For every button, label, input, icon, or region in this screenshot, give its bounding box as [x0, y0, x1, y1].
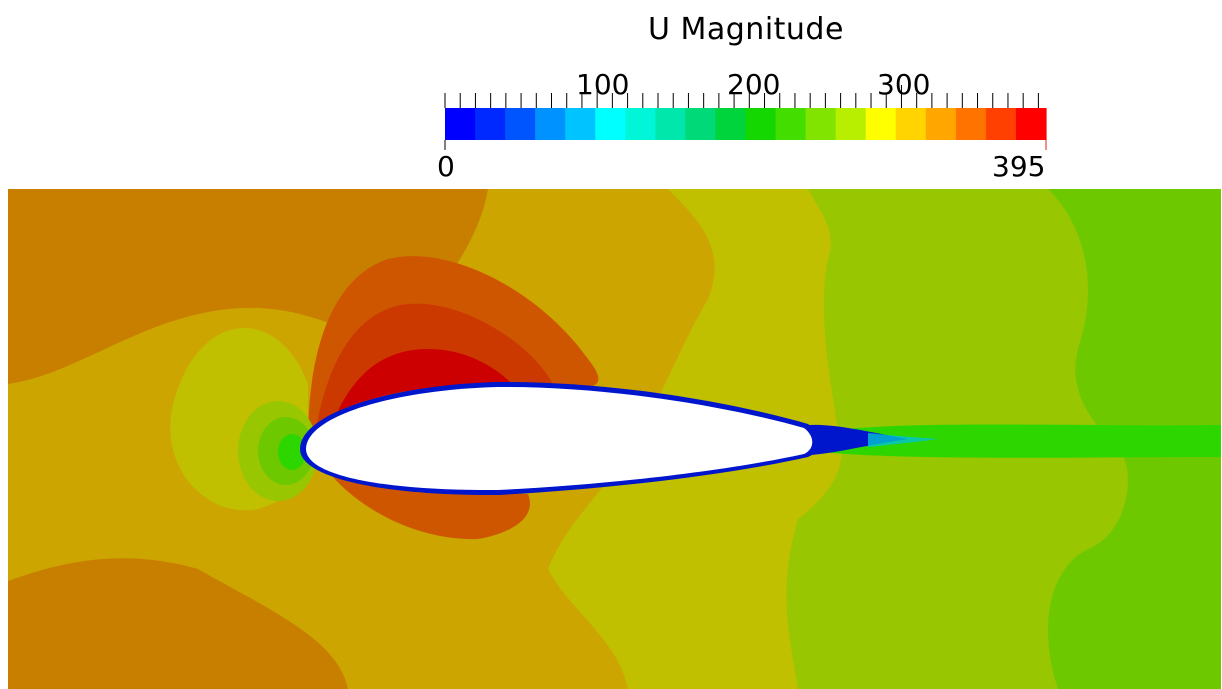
legend-color-segment [595, 108, 626, 140]
legend-color-segment [535, 108, 566, 140]
legend-color-segment [625, 108, 656, 140]
legend-color-segment [895, 108, 927, 140]
legend-color-segment [505, 108, 536, 140]
legend-color-segment [1015, 108, 1047, 140]
legend-color-segment [655, 108, 686, 140]
legend-color-segment [565, 108, 596, 140]
stagnation-ring-inner [278, 434, 306, 470]
legend-color-segment [805, 108, 837, 140]
legend-major-label-300: 300 [877, 68, 931, 101]
legend-title: U Magnitude [648, 12, 844, 47]
legend-major-label-200: 200 [727, 68, 781, 101]
legend-min-label: 0 [437, 150, 455, 183]
legend-color-segment [685, 108, 717, 140]
legend-color-segment [775, 108, 807, 140]
legend-color-segment [475, 108, 506, 140]
legend-max-label: 395 [992, 150, 1046, 183]
color-legend [444, 85, 1047, 150]
wake-blue-core [793, 424, 908, 456]
contour-band-red-upper [338, 349, 513, 411]
contour-band-red-orange-lower [328, 471, 530, 540]
legend-color-segment [865, 108, 897, 140]
legend-color-segment [835, 108, 867, 140]
contour-band-wake-green [808, 424, 1221, 458]
velocity-contour-plot [8, 189, 1221, 689]
legend-color-segment [715, 108, 747, 140]
airfoil-body [306, 386, 813, 491]
wake-cyan-fade [868, 433, 938, 447]
legend-color-segment [955, 108, 987, 140]
legend-color-segment [925, 108, 957, 140]
legend-major-label-100: 100 [576, 68, 630, 101]
legend-color-segment [745, 108, 777, 140]
legend-color-segment [985, 108, 1017, 140]
legend-color-segment [445, 108, 476, 140]
